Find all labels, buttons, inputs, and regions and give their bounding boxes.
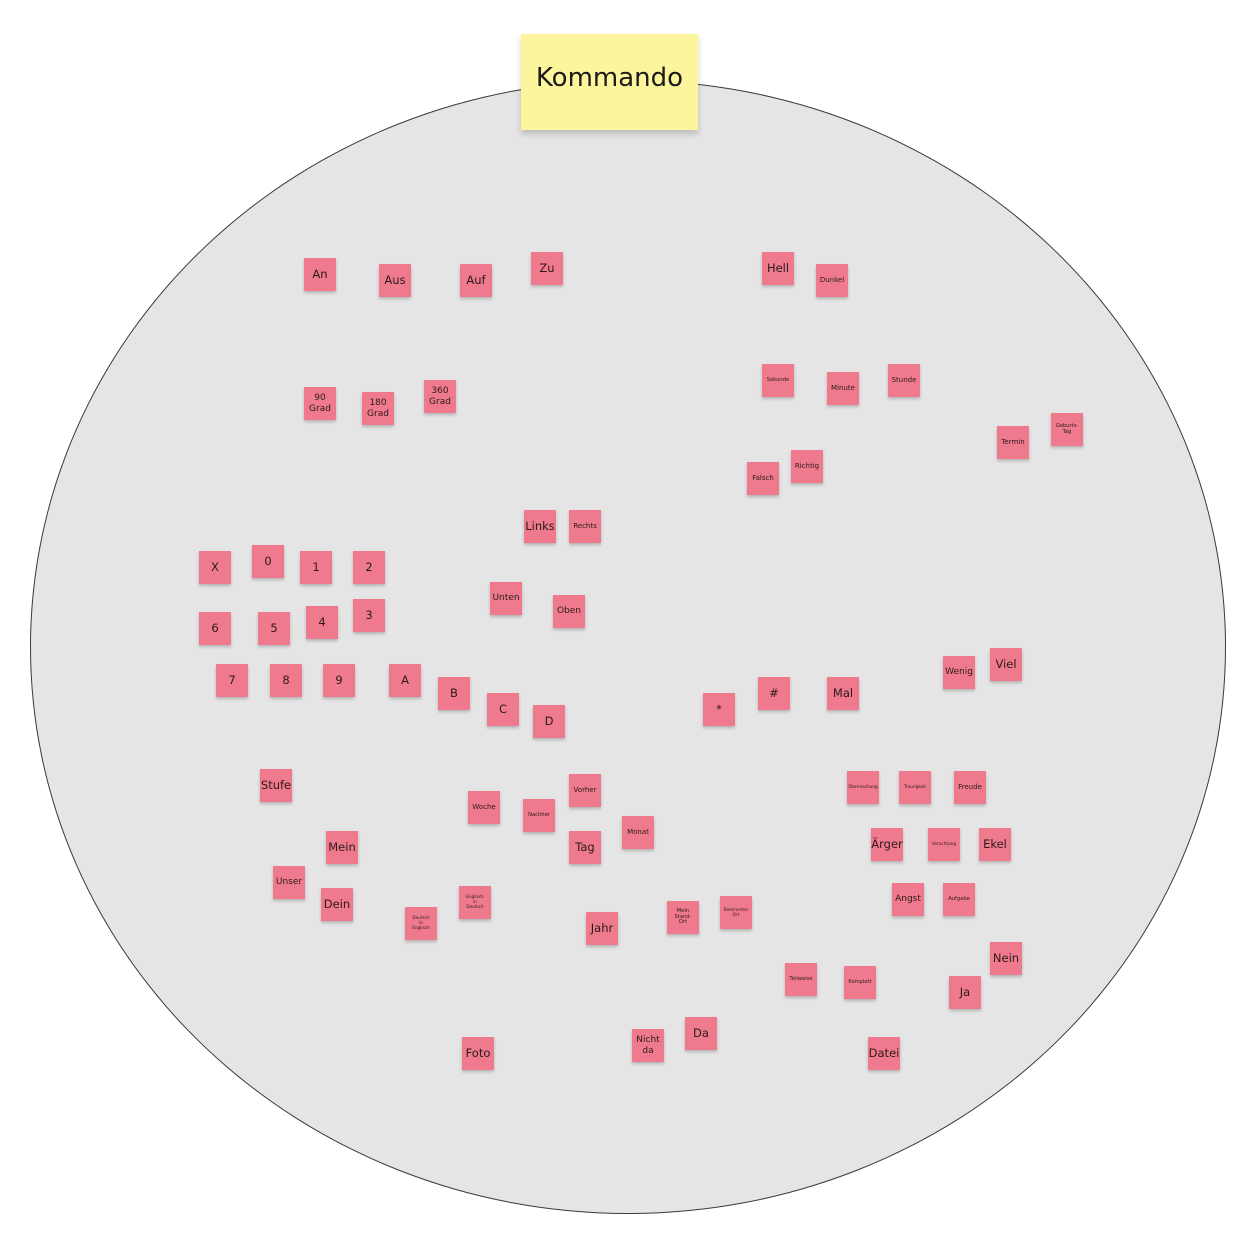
note-aufgabe[interactable]: Aufgabe [943, 883, 975, 916]
note-an[interactable]: An [304, 258, 336, 291]
note-oben[interactable]: Oben [553, 595, 585, 628]
note-falsch[interactable]: Falsch [747, 462, 779, 495]
note-dunkel[interactable]: Dunkel [816, 264, 848, 297]
note-6[interactable]: 6 [199, 612, 231, 645]
note-nachher[interactable]: Nachher [523, 799, 555, 832]
note-links[interactable]: Links [524, 510, 556, 543]
note-datei[interactable]: Datei [868, 1037, 900, 1070]
note-ekel[interactable]: Ekel [979, 828, 1011, 861]
note-ja[interactable]: Ja [949, 976, 981, 1009]
note-auf[interactable]: Auf [460, 264, 492, 297]
note-stern[interactable]: * [703, 693, 735, 726]
note-rechts[interactable]: Rechts [569, 510, 601, 543]
note-verachtung[interactable]: Verachtung [928, 828, 960, 861]
note-1[interactable]: 1 [300, 551, 332, 584]
note-5[interactable]: 5 [258, 612, 290, 645]
note-8[interactable]: 8 [270, 664, 302, 697]
note-aerger[interactable]: Ärger [871, 828, 903, 861]
note-dein[interactable]: Dein [321, 888, 353, 921]
note-0[interactable]: 0 [252, 545, 284, 578]
note-mal[interactable]: Mal [827, 677, 859, 710]
note-englisch-in-deutsch[interactable]: Englisch in Deutsch [459, 886, 491, 919]
title-sticky-note[interactable]: Kommando [521, 34, 698, 130]
note-stufe[interactable]: Stufe [260, 769, 292, 802]
note-geburtstag[interactable]: Geburts- Tag [1051, 413, 1083, 446]
note-2[interactable]: 2 [353, 551, 385, 584]
note-90-grad[interactable]: 90 Grad [304, 387, 336, 420]
note-jahr[interactable]: Jahr [586, 912, 618, 945]
note-x[interactable]: X [199, 551, 231, 584]
note-freude[interactable]: Freude [954, 771, 986, 804]
note-monat[interactable]: Monat [622, 816, 654, 849]
note-komplett[interactable]: Komplett [844, 966, 876, 999]
note-zu[interactable]: Zu [531, 252, 563, 285]
note-9[interactable]: 9 [323, 664, 355, 697]
note-woche[interactable]: Woche [468, 791, 500, 824]
board-circle [30, 80, 1226, 1214]
note-c[interactable]: C [487, 693, 519, 726]
note-deutsch-in-englisch[interactable]: Deutsch in Englisch [405, 907, 437, 940]
note-aus[interactable]: Aus [379, 264, 411, 297]
note-richtig[interactable]: Richtig [791, 450, 823, 483]
note-da[interactable]: Da [685, 1017, 717, 1050]
note-foto[interactable]: Foto [462, 1037, 494, 1070]
note-hell[interactable]: Hell [762, 252, 794, 285]
note-termin[interactable]: Termin [997, 426, 1029, 459]
note-wenig[interactable]: Wenig [943, 656, 975, 689]
note-ueberraschung[interactable]: Überraschung [847, 771, 879, 804]
note-minute[interactable]: Minute [827, 372, 859, 405]
note-bestimmter-ort[interactable]: Bestimmter Ort [720, 896, 752, 929]
note-4[interactable]: 4 [306, 606, 338, 639]
note-360-grad[interactable]: 360 Grad [424, 380, 456, 413]
note-stunde[interactable]: Stunde [888, 364, 920, 397]
note-a[interactable]: A [389, 664, 421, 697]
note-raute[interactable]: # [758, 677, 790, 710]
note-7[interactable]: 7 [216, 664, 248, 697]
note-traurigkeit[interactable]: Traurigkeit [899, 771, 931, 804]
note-d[interactable]: D [533, 705, 565, 738]
note-teilweise[interactable]: Teilweise [785, 963, 817, 996]
note-180-grad[interactable]: 180 Grad [362, 392, 394, 425]
note-nicht-da[interactable]: Nicht da [632, 1029, 664, 1062]
note-sekunde[interactable]: Sekunde [762, 364, 794, 397]
note-nein[interactable]: Nein [990, 942, 1022, 975]
note-mein-standort[interactable]: Mein Stand- Ort [667, 901, 699, 934]
note-b[interactable]: B [438, 677, 470, 710]
note-angst[interactable]: Angst [892, 883, 924, 916]
note-3[interactable]: 3 [353, 599, 385, 632]
note-mein[interactable]: Mein [326, 831, 358, 864]
note-unten[interactable]: Unten [490, 582, 522, 615]
note-vorher[interactable]: Vorher [569, 774, 601, 807]
note-viel[interactable]: Viel [990, 648, 1022, 681]
note-unser[interactable]: Unser [273, 866, 305, 899]
note-tag[interactable]: Tag [569, 831, 601, 864]
